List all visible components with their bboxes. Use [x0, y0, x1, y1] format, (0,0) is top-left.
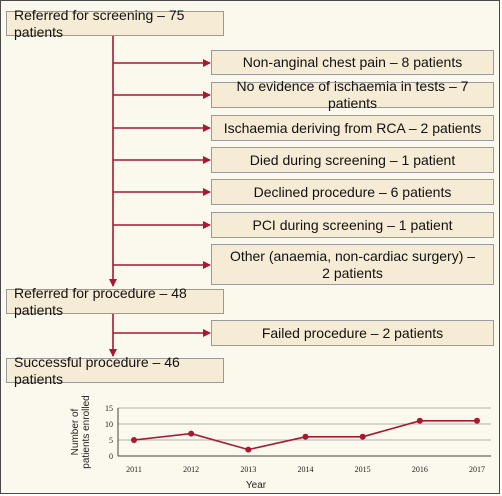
referred-procedure-box: Referred for procedure – 48 patients — [6, 285, 224, 318]
exclusion-box-no-ischaemia: No evidence of ischaemia in tests – 7 pa… — [211, 78, 494, 111]
exclusion-box-died: Died during screening – 1 patient — [211, 147, 494, 173]
data-point — [302, 433, 309, 440]
x-tick-label: 2015 — [355, 465, 371, 474]
y-tick-label: 0 — [109, 452, 113, 461]
x-tick-label: 2013 — [240, 465, 256, 474]
y-axis-label-line-2: patients enrolled — [81, 395, 92, 468]
data-point — [131, 437, 137, 443]
series-points — [131, 417, 480, 453]
successful-procedure-box: Successful procedure – 46 patients — [6, 354, 224, 387]
y-tick-labels: 0 5 10 15 — [105, 404, 113, 461]
data-point — [245, 446, 252, 453]
exclusion-box-other: Other (anaemia, non-cardiac surgery) – 2… — [211, 244, 494, 285]
y-axis-label-line-1: Number of — [70, 408, 81, 455]
data-point — [474, 417, 480, 424]
x-tick-labels: 2011 2012 2013 2014 2015 2016 2017 — [126, 465, 485, 474]
y-tick-label: 5 — [109, 436, 113, 445]
exclusion-box-declined: Declined procedure – 6 patients — [211, 179, 494, 205]
failed-procedure-box: Failed procedure – 2 patients — [211, 320, 494, 346]
exclusion-box-pci: PCI during screening – 1 patient — [211, 212, 494, 238]
referred-screening-box: Referred for screening – 75 patients — [6, 7, 224, 40]
x-tick-label: 2011 — [126, 465, 142, 474]
x-axis-label: Year — [246, 480, 267, 491]
data-point — [188, 430, 195, 437]
y-tick-label: 15 — [105, 404, 113, 413]
x-tick-label: 2014 — [298, 465, 314, 474]
other-line-1: Other (anaemia, non-cardiac surgery) – — [229, 247, 476, 264]
data-point — [416, 417, 423, 424]
x-tick-label: 2017 — [469, 465, 485, 474]
y-tick-label: 10 — [105, 420, 113, 429]
other-line-2: 2 patients — [322, 264, 383, 281]
x-tick-label: 2012 — [183, 465, 199, 474]
x-tick-label: 2016 — [412, 465, 428, 474]
exclusion-box-rca: Ischaemia deriving from RCA – 2 patients — [211, 115, 494, 141]
data-point — [359, 433, 366, 440]
exclusion-box-non-anginal: Non-anginal chest pain – 8 patients — [211, 50, 494, 75]
chart-grid — [118, 407, 491, 457]
